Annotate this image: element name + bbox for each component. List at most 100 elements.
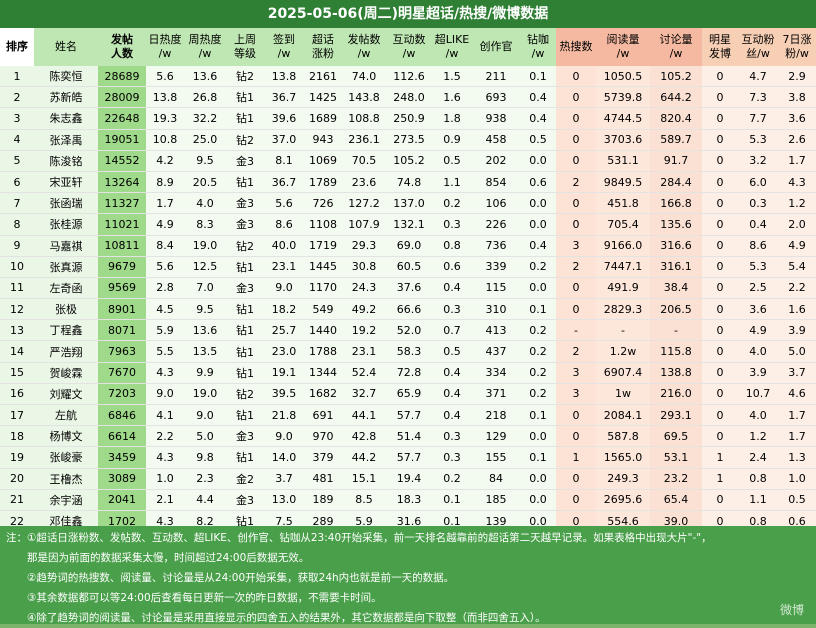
table-cell: 65.9 — [386, 383, 432, 406]
table-cell: 1445 — [304, 256, 342, 278]
table-row: 10 张真源 9679 5.6 12.5 钻1 23.1 1445 30.8 60.5 0.6 339… — [0, 256, 816, 278]
table-cell: 9.5 — [184, 150, 226, 172]
table-cell: 1689 — [304, 107, 342, 130]
table-cell: 1789 — [304, 171, 342, 194]
table-cell: 8 — [0, 213, 34, 236]
column-header: 姓名 — [34, 28, 98, 66]
table-cell: 23.1 — [264, 256, 304, 278]
table-cell: 185 — [472, 489, 520, 511]
table-cell: 2.5 — [738, 277, 778, 300]
table-row: 1 陈奕恒 28689 5.6 13.6 钻2 13.8 2161 74.0 112.6 1.5 21… — [0, 66, 816, 88]
table-cell: 10 — [0, 256, 34, 278]
table-cell: 23.2 — [650, 468, 702, 490]
table-cell: 65.4 — [650, 489, 702, 511]
table-cell: 91.7 — [650, 150, 702, 172]
table-cell: 69.5 — [650, 425, 702, 448]
table-cell: 5.3 — [738, 129, 778, 151]
table-cell: 284.4 — [650, 171, 702, 194]
table-cell: 211 — [472, 66, 520, 88]
table-cell: 28009 — [98, 86, 146, 109]
table-row: 2 苏新皓 28009 13.8 26.8 钻1 36.7 1425 143.8 248.0 1.6… — [0, 86, 816, 109]
table-cell: 316.6 — [650, 235, 702, 257]
table-cell: 9.5 — [184, 298, 226, 321]
table-row: 11 左奇函 9569 2.8 7.0 金3 9.0 1170 24.3 37.6 0.4 115 0.… — [0, 277, 816, 300]
column-header: 阅读量/w — [596, 28, 650, 66]
table-cell: 970 — [304, 425, 342, 448]
table-cell: 2829.3 — [596, 298, 650, 321]
table-cell: 0 — [702, 362, 738, 384]
table-cell: 1.2w — [596, 340, 650, 363]
table-cell: 5.6 — [264, 192, 304, 215]
table-cell: 宋亚轩 — [34, 171, 98, 194]
table-cell: 张函瑞 — [34, 192, 98, 215]
table-cell: 17 — [0, 404, 34, 427]
table-cell: 0.1 — [520, 446, 556, 469]
table-cell: 张真源 — [34, 256, 98, 278]
table-cell: 250.9 — [386, 107, 432, 130]
table-cell: 25.0 — [184, 129, 226, 151]
table-cell: 0 — [556, 425, 596, 448]
table-cell: 0.8 — [738, 468, 778, 490]
table-cell: 0.4 — [432, 383, 472, 406]
table-cell: 7447.1 — [596, 256, 650, 278]
table-cell: 14552 — [98, 150, 146, 172]
table-cell: 0.6 — [520, 171, 556, 194]
table-cell: 金3 — [226, 192, 264, 215]
table-cell: 0.2 — [520, 383, 556, 406]
table-cell: 14.0 — [264, 446, 304, 469]
table-row: 4 张泽禹 19051 10.8 25.0 钻2 37.0 943 236.1 273.5 0.9 4… — [0, 129, 816, 151]
table-cell: 589.7 — [650, 129, 702, 151]
table-cell: 0 — [556, 277, 596, 300]
table-cell: 216.0 — [650, 383, 702, 406]
table-cell: 丁程鑫 — [34, 319, 98, 342]
column-header: 发帖数/w — [342, 28, 386, 66]
table-cell: 5.4 — [778, 256, 816, 278]
table-cell: 0.0 — [520, 425, 556, 448]
table-cell: 金2 — [226, 468, 264, 490]
table-cell: 155 — [472, 446, 520, 469]
table-cell: 248.0 — [386, 86, 432, 109]
column-header: 互动粉 丝/w — [738, 28, 778, 66]
table-cell: 金3 — [226, 150, 264, 172]
table-cell: 458 — [472, 129, 520, 151]
table-cell: 236.1 — [342, 129, 386, 151]
note-line: ③其余数据都可以等24:00后查看每日更新一次的昨日数据，不需要卡时间。 — [6, 592, 382, 604]
table-cell: 3.6 — [738, 298, 778, 321]
table-cell: 钻2 — [226, 235, 264, 257]
table-cell: 115 — [472, 277, 520, 300]
column-header: 超LIKE/w — [432, 28, 472, 66]
table-cell: 0.3 — [432, 446, 472, 469]
table-cell: 0.3 — [432, 425, 472, 448]
table-cell: 王橹杰 — [34, 468, 98, 490]
table-cell: 0.6 — [432, 256, 472, 278]
table-cell: 2041 — [98, 489, 146, 511]
table-cell: 249.3 — [596, 468, 650, 490]
table-cell: 0 — [702, 256, 738, 278]
table-cell: 11 — [0, 277, 34, 300]
table-row: 3 朱志鑫 22648 19.3 32.2 钻1 39.6 1689 108.8 250.9 1.8… — [0, 107, 816, 130]
table-cell: 10.7 — [738, 383, 778, 406]
table-cell: 2695.6 — [596, 489, 650, 511]
table-cell: 1.7 — [146, 192, 184, 215]
table-cell: 0 — [556, 107, 596, 130]
table-cell: 陈奕恒 — [34, 66, 98, 88]
table-cell: 37.0 — [264, 129, 304, 151]
table-cell: 2 — [556, 171, 596, 194]
table-cell: 5.6 — [146, 256, 184, 278]
table-cell: 39.5 — [264, 383, 304, 406]
table-cell: 14 — [0, 340, 34, 363]
table-cell: 陈浚铭 — [34, 150, 98, 172]
column-header: 排序 — [0, 28, 34, 66]
table-cell: 206.5 — [650, 298, 702, 321]
table-cell: 4.3 — [146, 362, 184, 384]
table-cell: 0.0 — [520, 150, 556, 172]
table-cell: 13.6 — [184, 66, 226, 88]
table-cell: 4.0 — [738, 404, 778, 427]
table-cell: 9.0 — [146, 383, 184, 406]
table-cell: 钻1 — [226, 256, 264, 278]
table-cell: 1w — [596, 383, 650, 406]
table-cell: 6.0 — [738, 171, 778, 194]
table-cell: 0 — [702, 86, 738, 109]
column-header: 发帖 人数 — [98, 28, 146, 66]
